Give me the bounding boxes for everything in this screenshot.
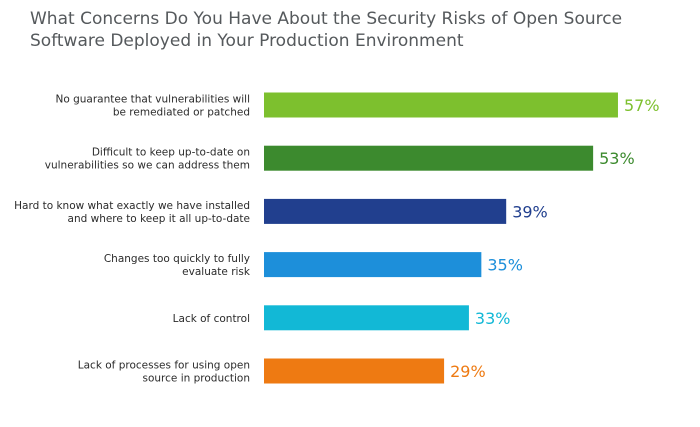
category-label-1-1: vulnerabilities so we can address them bbox=[45, 160, 250, 172]
category-label-5-1: source in production bbox=[143, 373, 251, 385]
value-label-0: 57% bbox=[624, 96, 660, 115]
bar-3 bbox=[264, 252, 482, 278]
value-label-3: 35% bbox=[487, 256, 523, 275]
value-label-5: 29% bbox=[450, 362, 486, 381]
chart-title-line-1: What Concerns Do You Have About the Secu… bbox=[30, 9, 623, 29]
category-label-2-1: and where to keep it all up-to-date bbox=[68, 213, 250, 225]
bar-1 bbox=[264, 145, 594, 171]
category-label-0-1: be remediated or patched bbox=[113, 107, 250, 119]
category-label-5-0: Lack of processes for using open bbox=[78, 360, 250, 372]
bar-0 bbox=[264, 92, 618, 118]
category-label-0-0: No guarantee that vulnerabilities will bbox=[55, 94, 250, 106]
bar-5 bbox=[264, 358, 445, 384]
category-label-3-0: Changes too quickly to fully bbox=[104, 253, 250, 265]
value-label-1: 53% bbox=[599, 149, 635, 168]
chart-title: What Concerns Do You Have About the Secu… bbox=[30, 8, 670, 52]
value-label-4: 33% bbox=[475, 309, 511, 328]
chart-title-line-2: Software Deployed in Your Production Env… bbox=[30, 31, 464, 51]
bar-2 bbox=[264, 198, 507, 224]
category-label-3-1: evaluate risk bbox=[182, 266, 251, 278]
value-label-2: 39% bbox=[512, 202, 548, 221]
category-label-2-0: Hard to know what exactly we have instal… bbox=[14, 200, 250, 212]
bar-4 bbox=[264, 305, 469, 331]
category-label-4-0: Lack of control bbox=[173, 313, 250, 325]
category-label-1-0: Difficult to keep up-to-date on bbox=[92, 147, 250, 159]
